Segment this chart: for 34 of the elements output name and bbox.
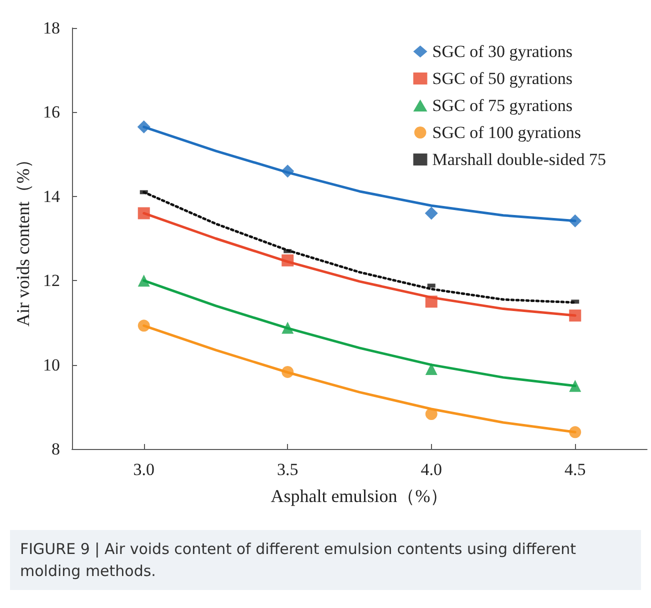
point [138, 320, 150, 332]
point [425, 296, 438, 308]
legend-label: SGC of 50 gyrations [432, 69, 573, 88]
legend-label: SGC of 30 gyrations [432, 42, 573, 61]
y-tick-label: 10 [43, 355, 60, 374]
point [425, 363, 438, 376]
legend-label: Marshall double-sided 75 [432, 150, 606, 169]
point [568, 214, 582, 228]
caption: FIGURE 9 | Air voids content of different emulsion contents using different molding methods. [10, 530, 641, 590]
y-axis-title: Air voids content（%） [13, 150, 33, 326]
x-axis-title: Asphalt emulsion（%） [270, 486, 448, 506]
y-tick-label: 18 [43, 18, 60, 38]
point [424, 206, 438, 220]
x-tick-label: 4.5 [564, 460, 586, 479]
point [569, 380, 582, 392]
x-tick-label: 3.5 [277, 460, 298, 479]
y-tick-label: 8 [52, 440, 60, 458]
point [281, 164, 294, 178]
legend-label: SGC of 75 gyrations [432, 96, 573, 115]
point [569, 426, 582, 438]
y-tick-label: 14 [43, 186, 60, 206]
point [282, 322, 294, 334]
point [138, 274, 150, 287]
y-tick-label: 16 [43, 102, 60, 122]
point [282, 366, 294, 378]
y-tick-label: 12 [43, 271, 60, 290]
x-tick-label: 3.0 [133, 460, 154, 479]
point [138, 207, 150, 220]
point [569, 310, 582, 322]
x-tick-label: 4.0 [420, 460, 442, 479]
legend-label: SGC of 100 gyrations [432, 123, 582, 142]
point [282, 254, 294, 266]
point [425, 408, 438, 420]
point [137, 120, 150, 134]
